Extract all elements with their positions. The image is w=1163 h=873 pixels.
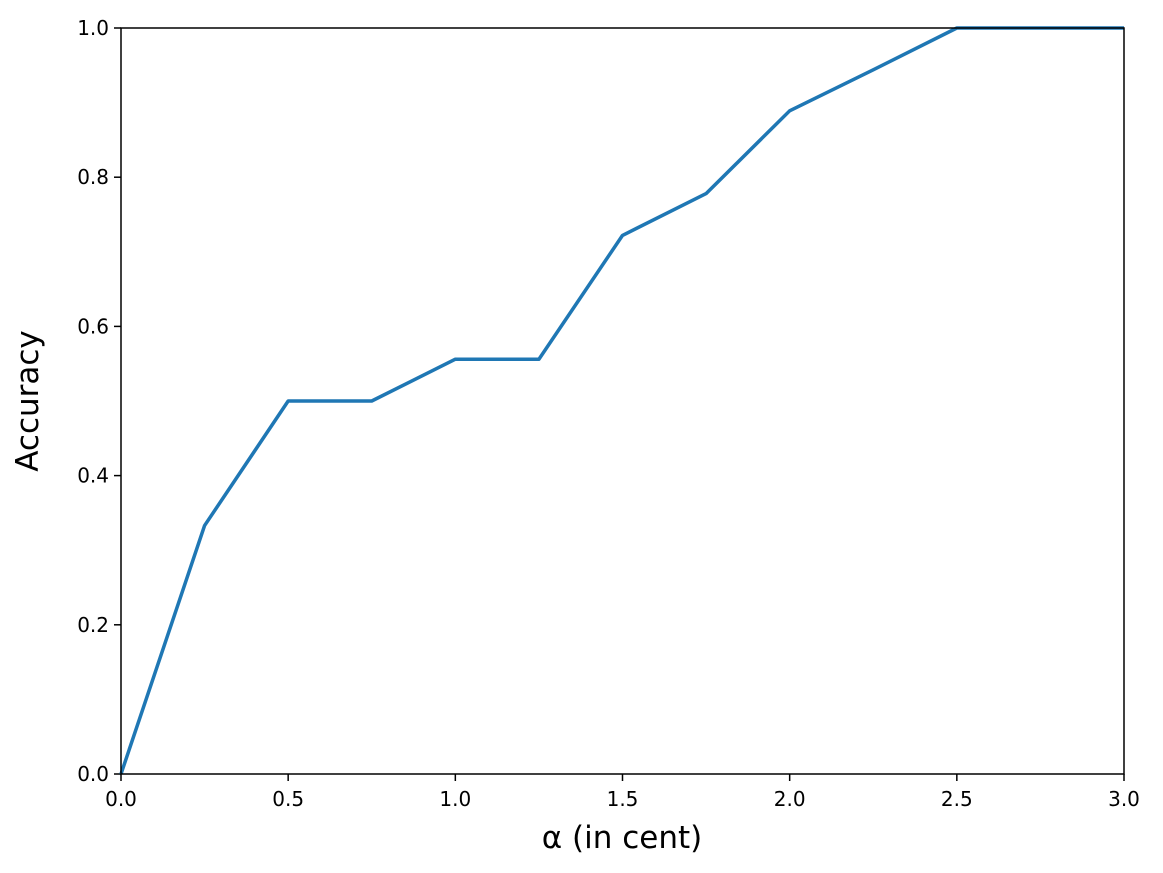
x-tick-label: 0.0 bbox=[105, 787, 137, 811]
y-tick-label: 0.8 bbox=[77, 165, 109, 189]
x-tick-label: 1.0 bbox=[439, 787, 471, 811]
line bbox=[119, 26, 1124, 775]
x-tick-label: 3.0 bbox=[1108, 787, 1140, 811]
y-tick-label: 0.2 bbox=[77, 613, 109, 637]
y-tick-label: 1.0 bbox=[77, 16, 109, 40]
y-tick-label: 0.0 bbox=[77, 762, 109, 786]
y-axis-label: Accuracy bbox=[10, 330, 46, 472]
x-tick-label: 1.5 bbox=[607, 787, 639, 811]
plot-frame bbox=[120, 27, 1125, 775]
y-tick-label: 0.6 bbox=[77, 314, 109, 338]
x-tick-label: 0.5 bbox=[272, 787, 304, 811]
y-tick-label: 0.4 bbox=[77, 464, 109, 488]
x-axis-label: α (in cent) bbox=[542, 820, 703, 856]
x-tick-label: 2.5 bbox=[941, 787, 973, 811]
x-tick-label: 2.0 bbox=[774, 787, 806, 811]
